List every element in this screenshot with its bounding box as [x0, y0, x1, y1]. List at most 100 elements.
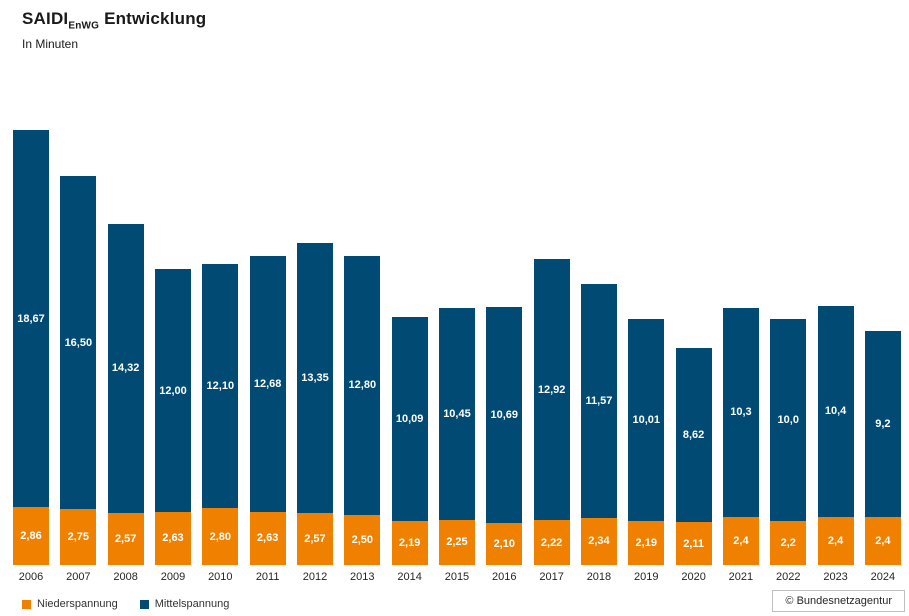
bar-value-label-mittelspannung: 10,45: [443, 407, 471, 420]
bar-segment-niederspannung: 2,25: [438, 519, 475, 565]
x-tick-label: 2013: [350, 571, 375, 583]
x-tick-label: 2011: [255, 571, 280, 583]
bar-segment-mittelspannung: 10,4: [817, 306, 854, 517]
bar-stack: 9,2 2,4: [864, 130, 901, 565]
x-tick-label: 2017: [539, 571, 564, 583]
legend-item-niederspannung: Niederspannung: [22, 598, 118, 610]
bar-segment-mittelspannung: 10,69: [486, 306, 523, 523]
legend-swatch-icon: [139, 599, 149, 609]
chart-legend: Niederspannung Mittelspannung: [22, 598, 229, 610]
bar-segment-niederspannung: 2,19: [628, 520, 665, 565]
x-tick-label: 2007: [66, 571, 91, 583]
bar-segment-niederspannung: 2,63: [249, 511, 286, 565]
bar-stack: 10,45 2,25: [438, 130, 475, 565]
title-rest: Entwicklung: [99, 9, 207, 28]
bar-value-label-mittelspannung: 12,68: [253, 377, 282, 390]
bar-value-label-mittelspannung: 12,00: [159, 384, 187, 397]
bar-segment-mittelspannung: 13,35: [296, 243, 333, 514]
bar-stack: 10,4 2,4: [817, 130, 854, 565]
bar-value-label-niederspannung: 2,4: [827, 534, 844, 547]
bar-value-label-mittelspannung: 10,01: [632, 413, 661, 426]
bar-value-label-niederspannung: 2,63: [256, 532, 279, 545]
bar-segment-niederspannung: 2,4: [722, 516, 759, 565]
bar-value-label-niederspannung: 2,10: [493, 537, 515, 550]
bar-segment-niederspannung: 2,57: [296, 513, 333, 565]
bar-segment-mittelspannung: 12,92: [533, 259, 570, 521]
bar-group-2013: 12,80 2,50 2013: [344, 130, 381, 583]
bar-segment-niederspannung: 2,50: [344, 514, 381, 565]
bar-value-label-niederspannung: 2,4: [875, 534, 891, 547]
bar-group-2010: 12,10 2,80 2010: [202, 130, 239, 583]
bar-group-2016: 10,69 2,10 2016: [486, 130, 523, 583]
bar-value-label-mittelspannung: 12,80: [348, 379, 377, 392]
bar-group-2012: 13,35 2,57 2012: [296, 130, 333, 583]
bar-group-2022: 10,0 2,2 2022: [770, 130, 807, 583]
bar-stack: 18,67 2,86: [13, 130, 49, 565]
bar-segment-mittelspannung: 12,10: [202, 263, 239, 509]
bar-value-label-mittelspannung: 10,09: [395, 412, 424, 425]
bar-stack: 8,62 2,11: [675, 130, 712, 565]
bar-segment-mittelspannung: 10,3: [722, 308, 759, 517]
bar-segment-niederspannung: 2,57: [107, 513, 144, 565]
bar-value-label-mittelspannung: 10,3: [730, 406, 752, 419]
bar-segment-niederspannung: 2,63: [154, 511, 191, 565]
bar-segment-niederspannung: 2,19: [391, 520, 428, 565]
bar-stack: 12,68 2,63: [249, 130, 286, 565]
bar-segment-niederspannung: 2,11: [675, 522, 712, 565]
bar-segment-mittelspannung: 9,2: [864, 330, 901, 517]
bar-value-label-mittelspannung: 9,2: [875, 417, 891, 430]
bar-value-label-niederspannung: 2,4: [733, 534, 749, 547]
bar-group-2024: 9,2 2,4 2024: [864, 130, 901, 583]
x-tick-label: 2020: [681, 571, 706, 583]
bar-value-label-niederspannung: 2,19: [635, 536, 657, 549]
bar-value-label-niederspannung: 2,11: [683, 537, 704, 550]
legend-item-mittelspannung: Mittelspannung: [139, 598, 229, 610]
bar-stack: 10,69 2,10: [486, 130, 523, 565]
bar-group-2021: 10,3 2,4 2021: [722, 130, 759, 583]
bar-stack: 10,01 2,19: [628, 130, 665, 565]
bar-value-label-niederspannung: 2,75: [67, 531, 90, 544]
page-title: SAIDIEnWG Entwicklung: [22, 8, 206, 37]
bar-value-label-mittelspannung: 11,57: [585, 394, 613, 407]
bar-value-label-mittelspannung: 12,92: [537, 383, 566, 396]
bar-stack: 12,92 2,22: [533, 130, 570, 565]
bar-segment-mittelspannung: 14,32: [107, 223, 144, 514]
bar-value-label-niederspannung: 2,57: [304, 533, 326, 546]
bar-segment-mittelspannung: 11,57: [580, 283, 617, 518]
bar-group-2015: 10,45 2,25 2015: [438, 130, 475, 583]
bar-group-2020: 8,62 2,11 2020: [675, 130, 712, 583]
bar-stack: 12,00 2,63: [154, 130, 191, 565]
bar-stack: 13,35 2,57: [296, 130, 333, 565]
legend-label: Niederspannung: [37, 598, 118, 610]
bar-segment-mittelspannung: 12,80: [344, 255, 381, 515]
bar-group-2018: 11,57 2,34 2018: [580, 130, 617, 583]
bar-segment-mittelspannung: 10,45: [438, 308, 475, 520]
title-subscript: EnWG: [68, 20, 100, 32]
bar-value-label-niederspannung: 2,34: [588, 535, 610, 548]
bar-group-2017: 12,92 2,22 2017: [533, 130, 570, 583]
bar-stack: 16,50 2,75: [60, 130, 97, 565]
chart-header: SAIDIEnWG Entwicklung In Minuten: [22, 8, 206, 52]
x-tick-label: 2015: [444, 571, 470, 583]
legend-swatch-icon: [22, 599, 31, 609]
bar-value-label-niederspannung: 2,80: [209, 530, 232, 543]
chart-subtitle: In Minuten: [22, 37, 79, 52]
bar-group-2007: 16,50 2,75 2007: [60, 130, 97, 583]
bar-segment-niederspannung: 2,75: [60, 509, 97, 565]
x-tick-label: 2016: [492, 571, 517, 583]
bar-group-2006: 18,67 2,86 2006: [13, 130, 49, 583]
bar-value-label-niederspannung: 2,22: [540, 536, 563, 549]
x-tick-label: 2009: [160, 571, 186, 583]
bar-stack: 12,10 2,80: [202, 130, 239, 565]
x-tick-label: 2014: [397, 571, 422, 583]
bar-value-label-mittelspannung: 14,32: [111, 362, 140, 375]
bar-stack: 14,32 2,57: [107, 130, 144, 565]
bar-segment-niederspannung: 2,10: [486, 522, 523, 565]
bar-stack: 10,09 2,19: [391, 130, 428, 565]
bar-group-2023: 10,4 2,4 2023: [817, 130, 854, 583]
bar-segment-mittelspannung: 16,50: [60, 176, 97, 510]
bar-value-label-niederspannung: 2,63: [162, 532, 184, 545]
bar-segment-mittelspannung: 18,67: [13, 130, 49, 508]
bar-segment-niederspannung: 2,34: [580, 517, 617, 565]
x-tick-label: 2018: [586, 571, 612, 583]
